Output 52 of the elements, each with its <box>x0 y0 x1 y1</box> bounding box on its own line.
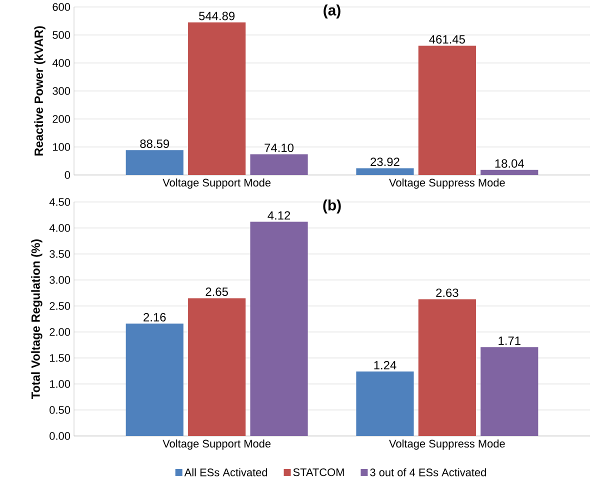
bar <box>480 347 538 436</box>
data-label: 88.59 <box>140 140 170 148</box>
y-tick-label: 3.50 <box>50 250 70 258</box>
y-tick-label: 3.00 <box>50 276 70 284</box>
chart-title: (a) <box>324 4 340 18</box>
data-label: 1.71 <box>498 336 520 345</box>
bar <box>418 46 476 175</box>
data-label: 23.92 <box>370 158 400 166</box>
bar <box>188 22 246 175</box>
y-tick-label: 4.00 <box>49 224 70 232</box>
y-tick-label: 2.00 <box>50 328 70 336</box>
data-label: 2.65 <box>206 288 228 296</box>
bar <box>480 170 538 175</box>
data-label: 74.10 <box>264 144 294 152</box>
legend-label: All ESs Activated <box>184 468 268 476</box>
data-label: 2.63 <box>436 288 458 298</box>
y-tick-label: 600 <box>52 3 70 11</box>
bar <box>250 222 308 436</box>
y-tick-label: 200 <box>52 115 70 123</box>
y-tick-label: 500 <box>52 31 70 39</box>
x-tick-label: Voltage Support Mode <box>162 178 271 189</box>
y-tick-label: 0.00 <box>50 432 70 440</box>
data-label: 2.16 <box>144 313 166 322</box>
legend-label: 3 out of 4 ESs Activated <box>370 468 486 476</box>
bar <box>356 168 414 175</box>
x-tick-label: Voltage Suppress Mode <box>389 440 505 450</box>
x-tick-label: Voltage Suppress Mode <box>389 178 505 189</box>
chart-title: (b) <box>323 200 341 214</box>
bar <box>126 324 184 436</box>
legend-label: STATCOM <box>293 468 344 476</box>
bar <box>188 298 246 436</box>
y-tick-label: 1.00 <box>50 380 70 388</box>
bar <box>418 299 476 436</box>
y-tick-label: 400 <box>52 59 70 67</box>
y-tick-label: 0 <box>64 171 70 179</box>
data-label: 461.45 <box>429 35 465 44</box>
bar <box>126 150 184 175</box>
data-label: 18.04 <box>495 159 524 168</box>
data-label: 1.24 <box>374 360 396 370</box>
y-tick-label: 1.50 <box>50 354 70 362</box>
data-label: 544.89 <box>199 12 235 20</box>
x-tick-label: Voltage Support Mode <box>162 440 271 450</box>
bar <box>356 372 414 436</box>
bar <box>250 154 308 175</box>
y-axis-title: Reactive Power (kVAR) <box>34 26 46 156</box>
y-tick-label: 0.50 <box>50 406 70 414</box>
data-label: 4.12 <box>268 211 290 220</box>
y-tick-label: 4.50 <box>49 198 70 206</box>
y-tick-label: 2.50 <box>50 302 70 310</box>
y-axis-title: Total Voltage Regulation (%) <box>31 239 42 399</box>
y-tick-label: 300 <box>52 87 70 95</box>
y-tick-label: 100 <box>53 143 70 151</box>
